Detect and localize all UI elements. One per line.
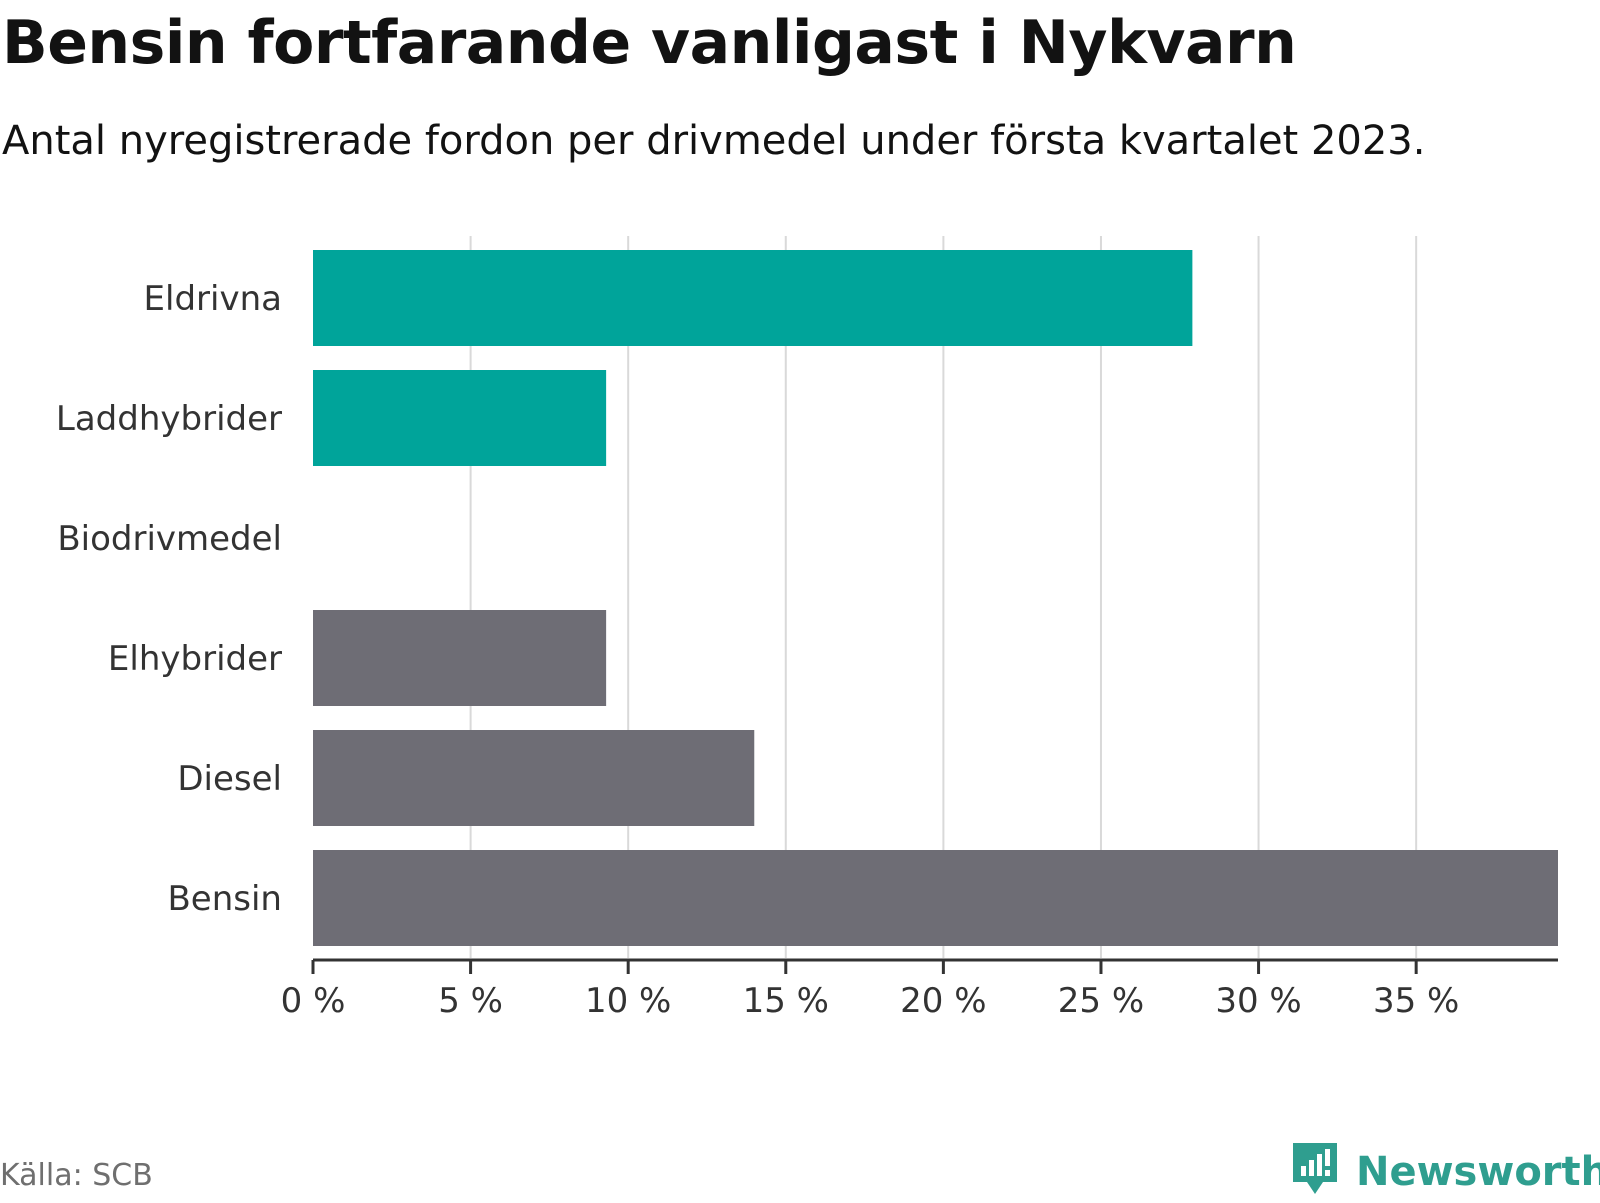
x-tick-label: 35 % <box>1373 981 1459 1021</box>
category-label: Bensin <box>167 879 282 919</box>
x-axis: 0 % 5 % 10 % 15 % 20 % 25 % 30 % 35 % <box>281 958 1558 1021</box>
category-label: Diesel <box>177 759 282 799</box>
x-tick-label: 20 % <box>900 981 986 1021</box>
bar-laddhybrider <box>313 370 607 466</box>
x-tick-label: 25 % <box>1058 981 1144 1021</box>
category-label: Laddhybrider <box>56 399 282 439</box>
bar-elhybrider <box>313 610 607 706</box>
gridlines <box>469 236 1418 958</box>
bar-eldrivna <box>313 250 1193 346</box>
category-label: Eldrivna <box>144 279 282 319</box>
newsworthy-logo-icon <box>1290 1140 1340 1203</box>
bar-chart: Eldrivna Laddhybrider Biodrivmedel Elhybrid… <box>56 236 1558 1021</box>
x-tick-label: 10 % <box>585 981 671 1021</box>
x-tick-label: 15 % <box>743 981 829 1021</box>
bars <box>313 250 1558 946</box>
brand-name: Newsworthy <box>1356 1148 1600 1195</box>
source-note: Källa: SCB <box>0 1158 153 1193</box>
chart-subtitle: Antal nyregistrerade fordon per drivmede… <box>2 118 1426 164</box>
x-tick-label: 0 % <box>281 981 346 1021</box>
category-labels: Eldrivna Laddhybrider Biodrivmedel Elhybrid… <box>56 279 282 919</box>
brand: Newsworthy <box>1290 1140 1600 1203</box>
category-label: Elhybrider <box>108 639 282 679</box>
bar-bensin <box>313 850 1558 946</box>
x-tick-label: 30 % <box>1215 981 1301 1021</box>
bar-diesel <box>313 730 755 826</box>
chart-title: Bensin fortfarande vanligast i Nykvarn <box>2 8 1297 78</box>
category-label: Biodrivmedel <box>57 519 282 559</box>
x-tick-label: 5 % <box>438 981 503 1021</box>
